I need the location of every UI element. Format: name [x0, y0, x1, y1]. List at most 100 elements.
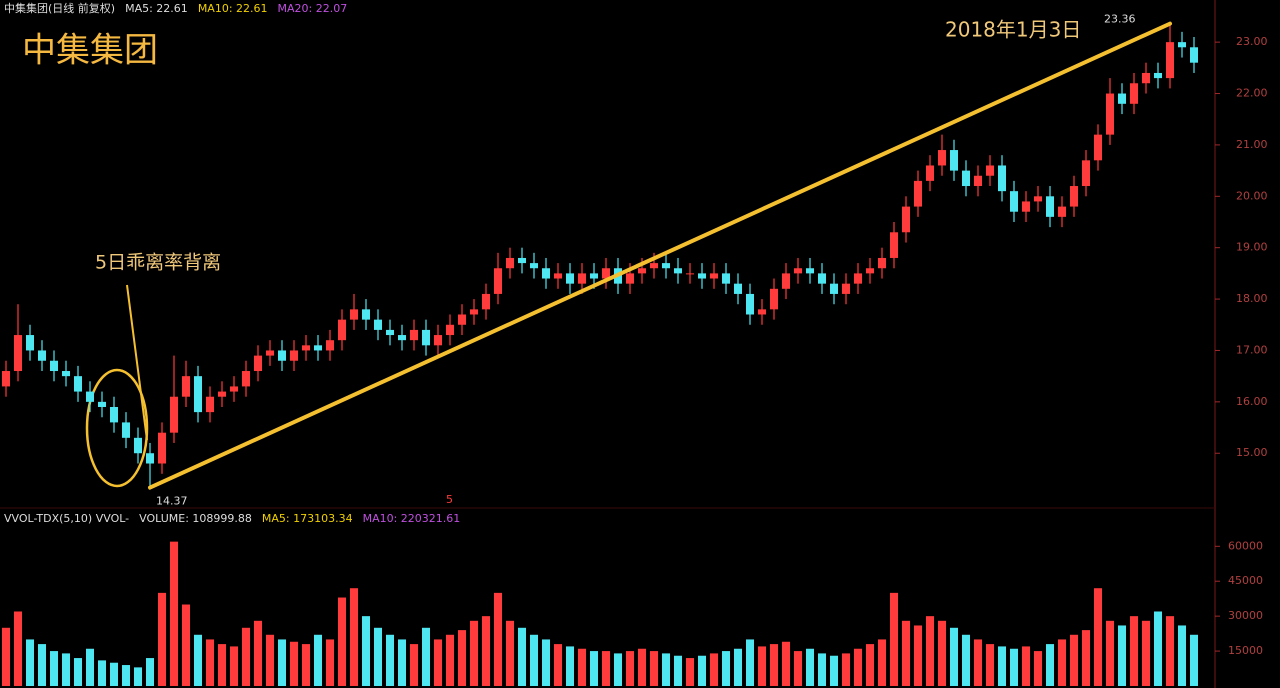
volume-bar: [1094, 588, 1102, 686]
volume-bar: [722, 651, 730, 686]
volume-bar: [926, 616, 934, 686]
candle-body: [362, 309, 370, 320]
y-tick-label: 17.00: [1236, 343, 1268, 356]
volume-bar: [338, 597, 346, 686]
volume-bar: [14, 611, 22, 686]
volume-bar: [434, 639, 442, 686]
volume-bar: [62, 653, 70, 686]
volume-bar: [278, 639, 286, 686]
candle-body: [374, 319, 382, 330]
price-header: 中集集团(日线 前复权) MA5: 22.61 MA10: 22.61 MA20: 2…: [4, 1, 347, 15]
volume-bar: [998, 646, 1006, 686]
volume-bar: [554, 644, 562, 686]
candle-body: [914, 180, 922, 207]
candle-body: [626, 273, 634, 284]
volume-bar: [530, 634, 538, 686]
volume-bar: [182, 604, 190, 686]
volume-bar: [398, 639, 406, 686]
candle-body: [806, 268, 814, 274]
candle-body: [458, 314, 466, 325]
y-tick-label: 15.00: [1236, 446, 1268, 459]
volume-bar: [1154, 611, 1162, 686]
candle-body: [1106, 93, 1114, 135]
volume-bar: [674, 655, 682, 686]
candle-body: [1166, 42, 1174, 79]
candle-body: [554, 273, 562, 279]
volume-bar: [158, 592, 166, 686]
volume-bar: [638, 648, 646, 686]
candle-body: [434, 335, 442, 346]
candle-body: [674, 268, 682, 274]
volume-bar: [482, 616, 490, 686]
volume-bar: [806, 648, 814, 686]
candle-body: [782, 273, 790, 289]
divergence-ellipse: [85, 368, 149, 488]
date-annotation: 2018年1月3日: [945, 18, 1081, 42]
candle-body: [194, 376, 202, 413]
volume-bar: [614, 653, 622, 686]
candle-body: [386, 329, 394, 336]
volume-bar: [758, 646, 766, 686]
y-tick-label: 18.00: [1236, 292, 1268, 305]
volume-bar: [518, 627, 526, 686]
candle-body: [998, 165, 1006, 192]
volume-bar: [326, 639, 334, 686]
candle-body: [1142, 72, 1150, 84]
volume-bar: [1034, 651, 1042, 686]
volume-bar: [86, 648, 94, 686]
candle-body: [170, 396, 178, 433]
candle-body: [74, 376, 82, 392]
candle-body: [62, 371, 70, 377]
volume-bar: [362, 616, 370, 686]
candle-body: [26, 335, 34, 351]
candle-body: [686, 273, 694, 275]
volume-bar: [470, 620, 478, 686]
candle-body: [182, 376, 190, 397]
volume-bar: [26, 639, 34, 686]
volume-bar: [866, 644, 874, 686]
candle-body: [854, 273, 862, 284]
volume-bar: [170, 541, 178, 686]
candle-body: [350, 309, 358, 320]
volume-bar: [230, 646, 238, 686]
candle-body: [242, 371, 250, 387]
volume-bar: [50, 651, 58, 686]
volume-bar: [266, 634, 274, 686]
candle-body: [830, 283, 838, 294]
candle-body: [818, 273, 826, 284]
volume-bar: [710, 653, 718, 686]
volume-bar: [134, 667, 142, 686]
volume-bar: [458, 630, 466, 686]
candle-body: [110, 406, 118, 423]
candle-body: [482, 293, 490, 310]
header-item: 中集集团(日线 前复权): [4, 1, 115, 15]
volume-bar: [314, 634, 322, 686]
candle-body: [218, 391, 226, 397]
volume-bar: [374, 627, 382, 686]
volume-bar: [662, 653, 670, 686]
volume-bar: [38, 644, 46, 686]
candle-body: [266, 350, 274, 356]
volume-bar: [350, 588, 358, 686]
volume-bar: [1142, 620, 1150, 686]
candle-body: [518, 257, 526, 264]
volume-bar: [542, 639, 550, 686]
candle-body: [842, 283, 850, 294]
candle-body: [494, 268, 502, 294]
volume-bar: [794, 651, 802, 686]
volume-header: VVOL-TDX(5,10) VVOL- VOLUME: 108999.88 MA5…: [4, 512, 460, 525]
candle-body: [230, 386, 238, 392]
candle-body: [890, 232, 898, 258]
volume-bar: [1046, 644, 1054, 686]
candle-body: [698, 273, 706, 279]
candle-body: [410, 329, 418, 341]
candle-body: [878, 257, 886, 269]
volume-bar: [194, 634, 202, 686]
header-item: MA10: 22.61: [198, 2, 268, 15]
chart-title: 中集集团: [22, 31, 158, 71]
candle-body: [530, 263, 538, 269]
volume-bar: [422, 627, 430, 686]
y-tick-label: 60000: [1228, 539, 1263, 552]
